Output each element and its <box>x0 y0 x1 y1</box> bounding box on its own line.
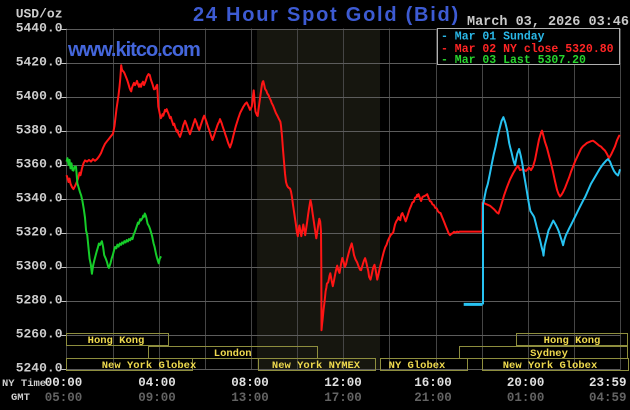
svg-text:www.kitco.com: www.kitco.com <box>67 39 200 61</box>
svg-text:GMT: GMT <box>11 392 30 404</box>
svg-text:24 Hour Spot Gold (Bid): 24 Hour Spot Gold (Bid) <box>193 4 460 26</box>
svg-text:New York NYMEX: New York NYMEX <box>272 360 361 372</box>
svg-text:New York Globex: New York Globex <box>102 360 197 372</box>
svg-text:Sydney: Sydney <box>530 348 569 360</box>
svg-text:04:59: 04:59 <box>589 391 627 405</box>
svg-text:23:59: 23:59 <box>589 376 627 390</box>
svg-text:5320.0: 5320.0 <box>16 225 63 240</box>
svg-text:NY Time: NY Time <box>2 378 46 390</box>
svg-text:March 03, 2026 03:46: March 03, 2026 03:46 <box>467 15 629 30</box>
svg-text:Hong Kong: Hong Kong <box>88 335 145 347</box>
svg-text:- Mar 01 Sunday: - Mar 01 Sunday <box>441 31 545 44</box>
svg-text:5260.0: 5260.0 <box>16 327 63 342</box>
svg-text:12:00: 12:00 <box>324 376 362 390</box>
svg-text:London: London <box>214 348 252 360</box>
svg-text:16:00: 16:00 <box>414 376 452 390</box>
svg-text:00:00: 00:00 <box>45 376 83 390</box>
svg-text:20:00: 20:00 <box>507 376 545 390</box>
svg-text:Hong Kong: Hong Kong <box>544 335 601 347</box>
svg-text:5300.0: 5300.0 <box>16 259 63 274</box>
svg-text:USD/oz: USD/oz <box>16 7 63 22</box>
svg-text:05:00: 05:00 <box>45 391 83 405</box>
svg-text:New York Globex: New York Globex <box>503 360 598 372</box>
svg-text:5360.0: 5360.0 <box>16 157 63 172</box>
svg-text:5380.0: 5380.0 <box>16 123 63 138</box>
svg-text:13:00: 13:00 <box>231 391 269 405</box>
svg-text:5340.0: 5340.0 <box>16 191 63 206</box>
svg-text:NY Globex: NY Globex <box>389 360 446 372</box>
svg-text:21:00: 21:00 <box>414 391 452 405</box>
svg-text:5440.0: 5440.0 <box>16 21 63 36</box>
svg-text:08:00: 08:00 <box>231 376 269 390</box>
svg-text:17:00: 17:00 <box>324 391 362 405</box>
svg-text:5420.0: 5420.0 <box>16 55 63 70</box>
svg-text:5240.0: 5240.0 <box>16 361 63 376</box>
svg-text:5280.0: 5280.0 <box>16 293 63 308</box>
svg-text:- Mar 02 NY close 5320.80: - Mar 02 NY close 5320.80 <box>441 43 614 56</box>
svg-text:09:00: 09:00 <box>138 391 176 405</box>
svg-text:- Mar 03 Last 5307.20: - Mar 03 Last 5307.20 <box>441 54 586 67</box>
svg-text:5400.0: 5400.0 <box>16 89 63 104</box>
svg-text:04:00: 04:00 <box>138 376 176 390</box>
svg-text:01:00: 01:00 <box>507 391 545 405</box>
